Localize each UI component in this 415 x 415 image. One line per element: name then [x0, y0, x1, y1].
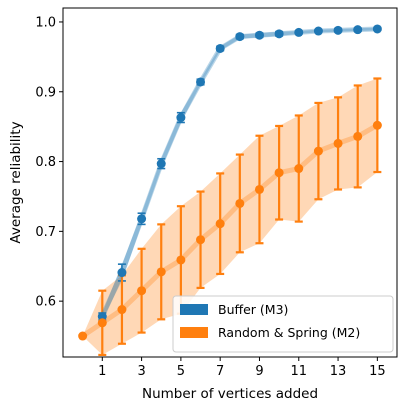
point-buffer-m3	[117, 268, 127, 278]
point-random-spring-m2	[156, 267, 166, 277]
point-buffer-m3	[254, 30, 264, 40]
x-tick-label: 5	[177, 364, 185, 379]
x-axis-label: Number of vertices added	[142, 386, 318, 402]
plot-frame	[62, 7, 398, 358]
point-random-spring-m2	[274, 168, 284, 178]
data-points	[78, 24, 382, 341]
point-random-spring-m2	[176, 255, 186, 265]
x-tick-label: 13	[330, 364, 347, 379]
point-random-spring-m2	[294, 164, 304, 174]
x-tick-label: 7	[216, 364, 224, 379]
legend-label-buffer-m3: Buffer (M3)	[218, 302, 288, 317]
point-random-spring-m2	[235, 198, 245, 208]
point-buffer-m3	[97, 312, 107, 322]
x-tick-label: 15	[369, 364, 386, 379]
point-random-spring-m2	[254, 184, 264, 194]
point-random-spring-m2	[137, 286, 147, 296]
point-buffer-m3	[235, 32, 245, 42]
point-buffer-m3	[196, 77, 206, 87]
point-buffer-m3	[333, 25, 343, 35]
point-random-spring-m2	[78, 331, 88, 341]
point-buffer-m3	[372, 24, 382, 34]
y-tick-label: 1.0	[35, 15, 56, 30]
y-tick-label: 0.9	[35, 85, 56, 100]
y-tick-label: 0.7	[35, 225, 56, 240]
point-buffer-m3	[215, 43, 225, 53]
point-buffer-m3	[137, 214, 147, 224]
point-random-spring-m2	[353, 131, 363, 141]
y-axis-ticks: 0.6 0.7 0.8 0.9 1.0	[35, 15, 63, 310]
point-buffer-m3	[274, 29, 284, 39]
shaded-bands	[82, 27, 378, 355]
point-random-spring-m2	[372, 120, 382, 130]
x-tick-label: 3	[137, 364, 145, 379]
legend-swatch-random-spring-m2	[180, 327, 208, 338]
point-random-spring-m2	[196, 235, 206, 245]
legend: Buffer (M3) Random & Spring (M2)	[172, 295, 394, 353]
point-buffer-m3	[176, 113, 186, 123]
point-random-spring-m2	[333, 138, 343, 148]
legend-box	[172, 295, 394, 353]
y-tick-label: 0.8	[35, 155, 56, 170]
axes	[62, 7, 398, 358]
point-buffer-m3	[156, 159, 166, 169]
point-random-spring-m2	[215, 219, 225, 229]
point-random-spring-m2	[313, 146, 323, 156]
y-tick-label: 0.6	[35, 295, 56, 310]
point-random-spring-m2	[117, 305, 127, 315]
x-axis-ticks: 1 3 5 7 9 11 13 15	[98, 357, 386, 379]
band-buffer-m3	[102, 27, 378, 321]
point-random-spring-m2	[97, 318, 107, 328]
legend-label-random-spring-m2: Random & Spring (M2)	[218, 325, 360, 340]
line-random-spring-m2	[81, 123, 379, 339]
point-buffer-m3	[294, 27, 304, 37]
band-random-spring-m2	[82, 78, 378, 355]
legend-swatch-buffer-m3	[180, 304, 208, 315]
point-buffer-m3	[313, 26, 323, 36]
x-tick-label: 1	[98, 364, 106, 379]
x-tick-label: 9	[255, 364, 263, 379]
point-buffer-m3	[353, 25, 363, 35]
y-axis-label: Average reliability	[8, 121, 24, 243]
x-tick-label: 11	[290, 364, 307, 379]
